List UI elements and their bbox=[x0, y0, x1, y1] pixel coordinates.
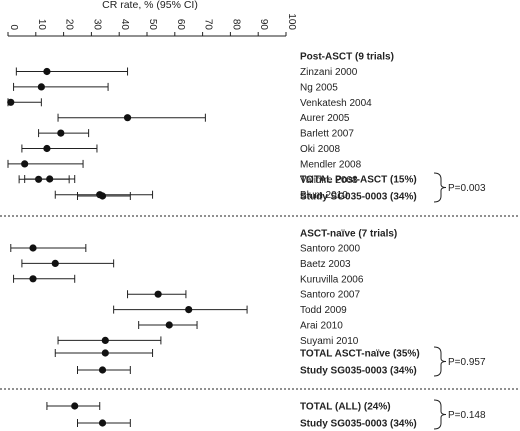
row-label: Blum 2010 bbox=[300, 190, 348, 201]
row-label: Validire 2008 bbox=[300, 175, 358, 186]
point-estimate bbox=[21, 160, 29, 168]
bracket bbox=[433, 399, 447, 430]
section-separators bbox=[0, 215, 520, 390]
x-tick-label: 80 bbox=[230, 19, 241, 31]
point-estimate bbox=[43, 67, 51, 76]
x-tick-label: 100 bbox=[286, 13, 297, 30]
point-estimate bbox=[165, 321, 173, 329]
point-estimate bbox=[43, 144, 51, 153]
point-estimate bbox=[57, 129, 65, 137]
point-estimate bbox=[98, 192, 107, 200]
row-label: Oki 2008 bbox=[300, 144, 340, 155]
forest-row: Mendler 2008 bbox=[7, 159, 362, 170]
forest-row: Todd 2009 bbox=[113, 305, 347, 316]
x-tick-label: 70 bbox=[203, 19, 214, 31]
point-estimate bbox=[101, 336, 109, 344]
x-tick-label: 0 bbox=[8, 24, 19, 30]
point-estimate bbox=[51, 259, 59, 267]
point-estimate bbox=[185, 306, 193, 314]
forest-row: Ng 2005 bbox=[13, 82, 338, 93]
row-label: Study SG035-0003 (34%) bbox=[300, 192, 417, 203]
x-tick-label: 10 bbox=[36, 19, 47, 31]
p-value: P=0.957 bbox=[448, 357, 486, 368]
p-value-brackets: P=0.003 P=0.957 P=0.148 bbox=[433, 172, 486, 430]
forest-row: Suyami 2010 bbox=[57, 336, 359, 347]
point-estimate bbox=[98, 366, 107, 374]
forest-row: Baetz 2003 bbox=[21, 259, 351, 270]
p-value: P=0.148 bbox=[448, 410, 486, 421]
bracket bbox=[433, 346, 447, 377]
row-label: TOTAL ASCT-naïve (35%) bbox=[300, 349, 420, 360]
row-label: Zinzani 2000 bbox=[300, 67, 358, 78]
point-estimate bbox=[29, 244, 37, 252]
row-label: TOTAL Post-ASCT (15%) bbox=[300, 175, 417, 186]
row-label: Baetz 2003 bbox=[300, 259, 351, 270]
forest-row: Arai 2010 bbox=[138, 321, 343, 332]
row-label: Ng 2005 bbox=[300, 82, 338, 93]
forest-row: Study SG035-0003 (34%) bbox=[77, 192, 417, 203]
row-label: Venkatesh 2004 bbox=[300, 98, 372, 109]
forest-row: Study SG035-0003 (34%) bbox=[77, 366, 417, 377]
forest-row: Zinzani 2000 bbox=[15, 67, 358, 78]
point-estimate bbox=[154, 290, 162, 298]
row-label: Todd 2009 bbox=[300, 305, 347, 316]
row-label: Arai 2010 bbox=[300, 321, 343, 332]
row-label: Kuruvilla 2006 bbox=[300, 274, 364, 285]
point-estimate bbox=[71, 402, 79, 410]
forest-row: Kuruvilla 2006 bbox=[13, 274, 364, 285]
p-value: P=0.003 bbox=[448, 183, 486, 194]
forest-row: Oki 2008 bbox=[21, 144, 340, 155]
section-header: ASCT-naïve (7 trials) bbox=[300, 229, 397, 240]
x-axis-title: CR rate, % (95% CI) bbox=[102, 0, 198, 11]
forest-row: Barlett 2007 bbox=[38, 129, 354, 140]
point-estimate bbox=[101, 349, 109, 357]
x-axis: 0 10 20 30 40 50 60 70 80 90 100 bbox=[7, 13, 297, 37]
x-tick-label: 30 bbox=[91, 19, 102, 31]
x-tick-label: 90 bbox=[258, 19, 269, 31]
forest-row: Venkatesh 2004 bbox=[7, 98, 372, 109]
bracket bbox=[433, 172, 447, 203]
x-tick-label: 20 bbox=[64, 19, 75, 31]
row-label: Santoro 2000 bbox=[300, 244, 360, 255]
row-label: Aurer 2005 bbox=[300, 113, 350, 124]
row-label: TOTAL (ALL) (24%) bbox=[300, 402, 391, 413]
forest-row: Aurer 2005 bbox=[57, 113, 350, 124]
forest-row: Santoro 2007 bbox=[127, 290, 360, 301]
point-estimate bbox=[46, 175, 54, 183]
row-label: Study SG035-0003 (34%) bbox=[300, 419, 417, 430]
point-estimate bbox=[29, 275, 37, 283]
x-tick-label: 40 bbox=[119, 19, 130, 31]
forest-rows: Post-ASCT (9 trials) Zinzani 2000 Ng 2005 V… bbox=[7, 52, 420, 430]
point-estimate bbox=[7, 98, 15, 106]
row-label: Santoro 2007 bbox=[300, 290, 360, 301]
x-tick-label: 50 bbox=[147, 19, 158, 31]
row-label: Mendler 2008 bbox=[300, 159, 362, 170]
forest-row: TOTAL Post-ASCT (15%) bbox=[24, 175, 417, 186]
point-estimate bbox=[123, 114, 132, 122]
row-label: Study SG035-0003 (34%) bbox=[300, 366, 417, 377]
forest-row: Santoro 2000 bbox=[10, 244, 360, 255]
forest-row: TOTAL (ALL) (24%) bbox=[46, 402, 391, 413]
point-estimate bbox=[98, 419, 107, 427]
point-estimate bbox=[37, 83, 45, 91]
x-tick-label: 60 bbox=[175, 19, 186, 31]
row-label: Suyami 2010 bbox=[300, 336, 359, 347]
forest-row: Study SG035-0003 (34%) bbox=[77, 419, 417, 430]
row-label: Barlett 2007 bbox=[300, 129, 354, 140]
forest-row: TOTAL ASCT-naïve (35%) bbox=[54, 349, 420, 360]
section-header: Post-ASCT (9 trials) bbox=[300, 52, 394, 63]
